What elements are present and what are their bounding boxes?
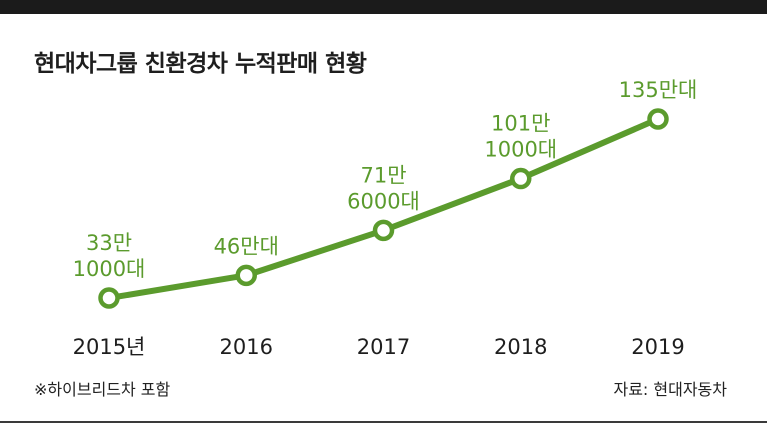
- bottom-rule: [0, 421, 767, 423]
- data-label: 46만대: [214, 234, 279, 258]
- data-label: 101만: [491, 112, 550, 136]
- x-tick-label: 2018: [494, 335, 547, 359]
- data-label: 71만: [360, 163, 406, 187]
- chart-title: 현대차그룹 친환경차 누적판매 현황: [34, 51, 367, 77]
- data-label: 6000대: [347, 189, 420, 213]
- data-point-2016: [235, 264, 257, 287]
- x-tick-label: 2017: [357, 335, 410, 359]
- x-tick-label: 2016: [220, 335, 273, 359]
- data-label: 1000대: [484, 138, 557, 162]
- data-label: 135만대: [619, 78, 698, 102]
- data-point-2019: [647, 108, 669, 130]
- data-point-2018: [510, 167, 532, 190]
- data-label: 33만: [86, 231, 132, 255]
- data-point-2015: [98, 287, 120, 309]
- source-note: 자료: 현대자동차: [613, 380, 727, 399]
- footnote: ※하이브리드차 포함: [34, 380, 171, 399]
- data-label: 1000대: [73, 257, 146, 281]
- data-point-2017: [372, 219, 395, 242]
- x-tick-label: 2015년: [73, 335, 146, 359]
- x-tick-label: 2019: [631, 335, 684, 359]
- top-bar: [0, 0, 767, 14]
